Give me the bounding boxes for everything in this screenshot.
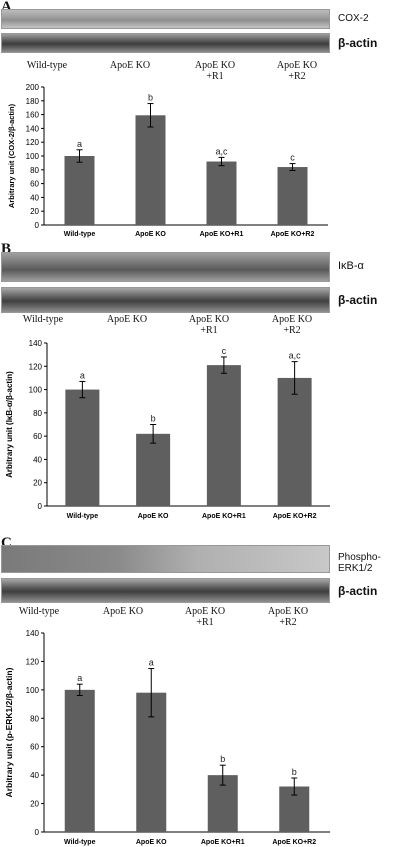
significance-label: c	[290, 153, 295, 163]
x-tick-label: ApoE KO+R2	[273, 513, 317, 520]
y-tick-label: 0	[38, 502, 43, 511]
significance-label: a,c	[289, 351, 302, 361]
y-tick-label: 80	[30, 714, 39, 723]
lane-label: ApoE KO +R2	[276, 60, 318, 82]
bar-chart-ikb-alpha: 0 20 40 60 80 100 120 140 Arbitrary unit (IκB-α/…	[5, 339, 330, 520]
significance-label: a	[77, 139, 82, 149]
y-tick-label: 120	[26, 138, 40, 147]
y-tick-label: 140	[26, 124, 40, 133]
beta-actin-blot-a	[1, 33, 330, 53]
bar	[206, 161, 237, 225]
y-tick-label: 100	[26, 152, 40, 161]
lane-label: Wild-type	[18, 606, 60, 617]
significance-label: a	[80, 370, 85, 380]
x-tick-label: ApoE KO+R1	[200, 231, 244, 238]
x-tick-label: ApoE KO+R2	[272, 839, 316, 846]
significance-label: b	[220, 754, 225, 764]
lane-label: Wild-type	[22, 314, 64, 325]
lane-label: ApoE KO +R1	[194, 60, 236, 82]
lane-label: ApoE KO +R1	[188, 314, 230, 336]
y-tick-label: 20	[30, 800, 39, 809]
phospho-erk-blot	[1, 545, 330, 573]
y-tick-label: 100	[29, 386, 43, 395]
significance-label: b	[148, 93, 153, 103]
lane-label: ApoE KO +R1	[184, 606, 226, 628]
blot-label-beta-actin-b: β-actin	[338, 293, 378, 307]
significance-label: a	[77, 673, 82, 683]
lane-label: ApoE KO +R2	[267, 606, 309, 628]
y-tick-label: 20	[33, 479, 42, 488]
y-axis-label: Arbitrary unit (COX-2/β-actin)	[7, 103, 16, 208]
y-tick-label: 80	[30, 166, 39, 175]
x-tick-label: Wild-type	[64, 231, 96, 238]
panel-letter-a: A	[1, 0, 12, 15]
blot-label-beta-actin-c: β-actin	[338, 584, 378, 598]
y-tick-label: 40	[30, 771, 39, 780]
ikb-alpha-blot	[1, 252, 330, 282]
significance-label: b	[151, 414, 156, 424]
significance-label: b	[292, 767, 297, 777]
bar	[64, 156, 95, 225]
y-tick-label: 0	[35, 828, 40, 837]
blot-label-cox2: COX-2	[338, 13, 369, 24]
beta-actin-blot-c	[1, 578, 330, 603]
y-tick-label: 140	[29, 339, 43, 348]
bar	[206, 365, 241, 506]
y-tick-label: 120	[26, 657, 40, 666]
cox2-blot	[1, 9, 330, 29]
x-tick-label: ApoE KO	[138, 513, 169, 520]
bar	[277, 167, 308, 225]
significance-label: c	[222, 346, 227, 356]
bar	[136, 433, 171, 506]
bar	[65, 389, 100, 506]
y-tick-label: 120	[29, 362, 43, 371]
y-tick-label: 40	[30, 193, 39, 202]
y-axis-label: Arbitrary unit (p-ERK1/2/β-actin)	[4, 667, 14, 797]
y-tick-label: 40	[33, 455, 42, 464]
significance-label: a,c	[215, 146, 228, 156]
x-tick-label: ApoE KO+R2	[271, 231, 315, 238]
blot-label-beta-actin-a: β-actin	[338, 36, 378, 50]
y-tick-label: 160	[26, 111, 40, 120]
lane-label: ApoE KO +R2	[271, 314, 313, 336]
panel-letter-b: B	[1, 241, 12, 257]
bar-chart-cox2: 0 20 40 60 80 100 120 140 160 180 200 Arbitrary uni…	[7, 83, 328, 238]
y-tick-label: 100	[26, 686, 40, 695]
x-tick-label: ApoE KO	[136, 839, 167, 846]
beta-actin-blot-b	[1, 287, 330, 313]
lane-label: ApoE KO	[102, 606, 144, 617]
lane-label: ApoE KO	[106, 314, 148, 325]
lane-label: Wild-type	[26, 60, 68, 71]
y-tick-label: 60	[33, 432, 42, 441]
y-tick-label: 0	[35, 221, 40, 230]
x-tick-label: Wild-type	[64, 839, 96, 846]
y-tick-label: 20	[30, 207, 39, 216]
y-tick-label: 60	[30, 743, 39, 752]
y-tick-label: 200	[26, 83, 40, 92]
significance-label: a	[149, 658, 154, 668]
x-tick-label: ApoE KO+R1	[201, 839, 245, 846]
bar	[64, 689, 95, 832]
y-tick-label: 60	[30, 180, 39, 189]
bar	[277, 377, 312, 506]
y-tick-label: 180	[26, 97, 40, 106]
bar	[135, 115, 166, 225]
y-tick-label: 140	[26, 629, 40, 638]
bar-chart-phospho-erk: 0 20 40 60 80 100 120 140 Arbitrary unit (p-ERK1…	[4, 629, 330, 846]
x-tick-label: ApoE KO+R1	[202, 513, 246, 520]
x-tick-label: ApoE KO	[135, 231, 166, 238]
lane-label: ApoE KO	[109, 60, 151, 71]
blot-label-phospho-erk: Phospho-ERK1/2	[338, 552, 381, 574]
panel-letter-c: C	[1, 535, 12, 551]
blot-label-ikb-alpha: IκB-α	[338, 260, 364, 272]
x-tick-label: Wild-type	[67, 513, 99, 520]
y-axis-label: Arbitrary unit (IκB-α/β-actin)	[5, 371, 14, 478]
y-tick-label: 80	[33, 409, 42, 418]
